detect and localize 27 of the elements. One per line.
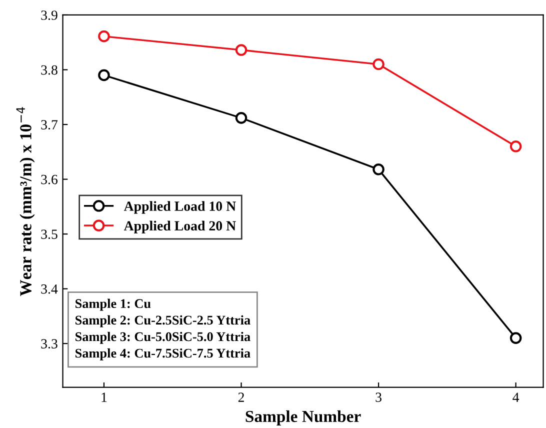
y-axis-title: Wear rate (mm³/m) x 10$^{−4}$ [16, 107, 35, 296]
annotation: Sample 1: Cu [76, 298, 151, 311]
point [98, 69, 110, 82]
legend-label: Applied Load 20 N [124, 220, 236, 234]
point [235, 44, 248, 56]
x-tick-label: 4 [512, 392, 520, 402]
x-tick-label: 2 [238, 392, 244, 402]
legend-label: Applied Load 10 N [124, 201, 236, 214]
x-tick-label: 1 [102, 392, 107, 402]
x-tick-label: 3 [376, 392, 382, 402]
point [372, 163, 384, 176]
y-tick-label: 3.5 [41, 230, 58, 240]
point [235, 112, 248, 124]
point [510, 140, 522, 152]
y-tick-label: 3.6 [41, 174, 58, 184]
y-tick-label: 3.8 [41, 65, 58, 75]
y-tick-label: 3.7 [41, 120, 58, 130]
y-tick-label: 3.4 [41, 284, 58, 294]
point [372, 58, 384, 70]
x-axis-title: Sample Number [246, 410, 361, 426]
point [510, 332, 522, 344]
annotation: Sample 4: Cu-7.5SiC-7.5 Yttria [76, 348, 250, 360]
y-tick-label: 3.9 [41, 10, 58, 20]
annotation: Sample 3: Cu-5.0SiC-5.0 Yttria [76, 332, 250, 344]
y-tick-label: 3.3 [41, 339, 58, 349]
point [98, 30, 110, 42]
annotation: Sample 2: Cu-2.5SiC-2.5 Yttria [76, 315, 250, 328]
